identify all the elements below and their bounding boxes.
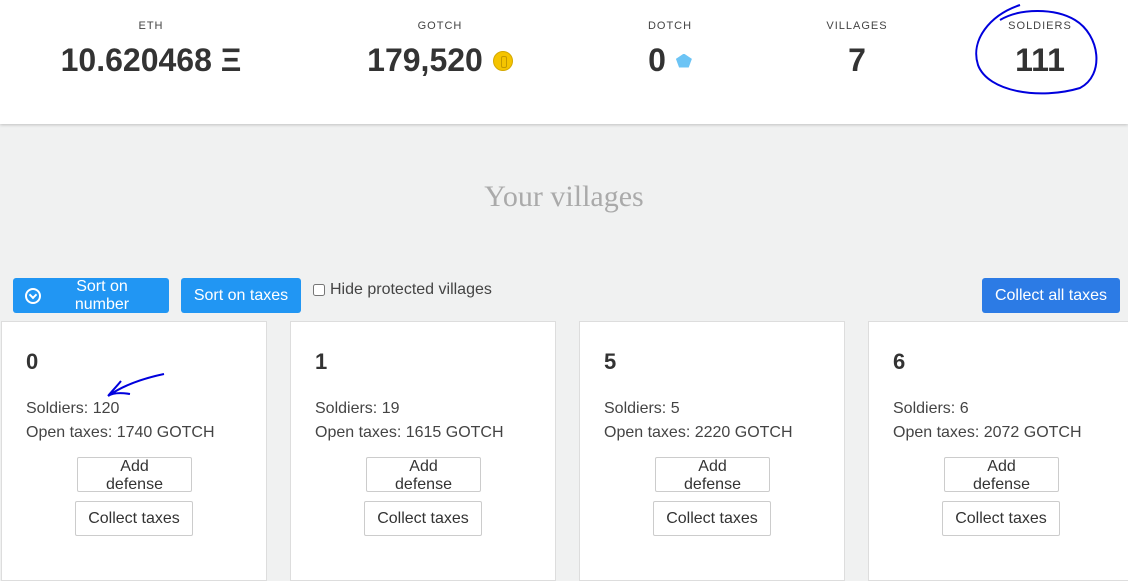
stat-label: SOLDIERS	[1008, 20, 1072, 32]
stat-label: ETH	[138, 20, 164, 32]
collect-taxes-button[interactable]: Collect taxes	[653, 501, 771, 536]
stat-value: 179,520	[367, 42, 483, 78]
add-defense-button[interactable]: Add defense	[77, 457, 192, 493]
village-number: 6	[893, 349, 906, 374]
stat-label: VILLAGES	[826, 20, 888, 32]
village-number: 1	[315, 349, 328, 374]
village-soldiers: Soldiers: 5	[604, 400, 680, 417]
stat-villages: VILLAGES 7	[747, 20, 967, 79]
checkbox[interactable]	[313, 284, 325, 296]
collect-taxes-button[interactable]: Collect taxes	[364, 501, 482, 536]
village-card: 5 Soldiers: 5 Open taxes: 2220 GOTCH Add…	[579, 321, 845, 581]
village-open-taxes: Open taxes: 1740 GOTCH	[26, 424, 215, 441]
stat-value: 0	[648, 42, 666, 78]
gold-coin-icon	[492, 50, 513, 71]
stats-header: ETH 10.620468 Ξ GOTCH 179,520 DOTCH 0 VI…	[0, 0, 1128, 124]
village-soldiers: Soldiers: 6	[893, 400, 969, 417]
village-number: 5	[604, 349, 617, 374]
add-defense-button[interactable]: Add defense	[366, 457, 481, 493]
stat-eth: ETH 10.620468 Ξ	[41, 20, 261, 79]
village-soldiers: Soldiers: 19	[315, 400, 400, 417]
blue-gem-icon	[675, 53, 692, 68]
village-open-taxes: Open taxes: 1615 GOTCH	[315, 424, 504, 441]
stat-label: DOTCH	[647, 20, 693, 32]
add-defense-button[interactable]: Add defense	[944, 457, 1059, 493]
page-title: Your villages	[484, 180, 644, 213]
village-card: 1 Soldiers: 19 Open taxes: 1615 GOTCH Ad…	[290, 321, 556, 581]
stat-gotch: GOTCH 179,520	[330, 20, 550, 79]
button-label: Sort on number	[74, 277, 130, 313]
stat-value: 7	[848, 42, 866, 78]
stat-value: 10.620468 Ξ	[60, 42, 242, 78]
village-card: 6 Soldiers: 6 Open taxes: 2072 GOTCH Add…	[868, 321, 1128, 581]
arrow-down-circle-icon	[25, 287, 41, 304]
collect-taxes-button[interactable]: Collect taxes	[75, 501, 193, 536]
village-card: 0 Soldiers: 120 Open taxes: 1740 GOTCH A…	[1, 321, 267, 581]
collect-all-taxes-button[interactable]: Collect all taxes	[982, 278, 1120, 313]
village-open-taxes: Open taxes: 2072 GOTCH	[893, 424, 1082, 441]
stat-soldiers: SOLDIERS 111	[930, 20, 1128, 79]
village-open-taxes: Open taxes: 2220 GOTCH	[604, 424, 793, 441]
sort-number-button[interactable]: Sort on number	[13, 278, 169, 313]
village-soldiers: Soldiers: 120	[26, 400, 120, 417]
village-number: 0	[26, 349, 39, 374]
stat-dotch: DOTCH 0	[560, 20, 780, 79]
hide-protected-checkbox[interactable]: Hide protected villages	[313, 281, 492, 299]
add-defense-button[interactable]: Add defense	[655, 457, 770, 493]
collect-taxes-button[interactable]: Collect taxes	[942, 501, 1060, 536]
stat-label: GOTCH	[417, 20, 463, 32]
checkbox-label: Hide protected villages	[330, 281, 492, 298]
sort-taxes-button[interactable]: Sort on taxes	[181, 278, 301, 313]
stat-value: 111	[1015, 42, 1065, 78]
